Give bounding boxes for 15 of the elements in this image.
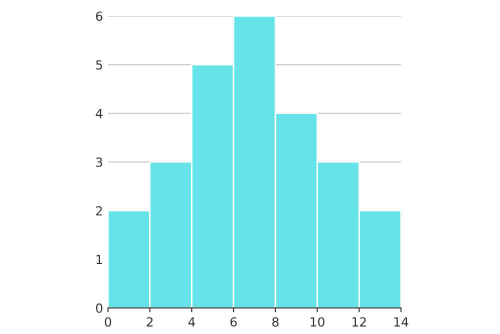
x-tick-label: 14 [394,317,408,326]
x-tick-label: 6 [230,317,237,327]
x-tick-label: 10 [310,317,324,327]
y-tick-label: 4 [96,108,102,118]
x-tick-label: 2 [146,317,153,326]
x-tick-label: 4 [188,317,195,326]
y-tick-label: 5 [96,60,102,70]
y-tick-label: 3 [96,157,102,167]
y-tick-label: 1 [96,254,102,264]
y-tick-label: 0 [96,303,102,313]
x-tick-label: 8 [272,317,279,327]
x-tick-label: 12 [352,317,366,326]
y-tick-label: 2 [96,206,102,216]
x-tick-label: 0 [104,317,112,327]
y-tick-label: 6 [96,12,102,21]
